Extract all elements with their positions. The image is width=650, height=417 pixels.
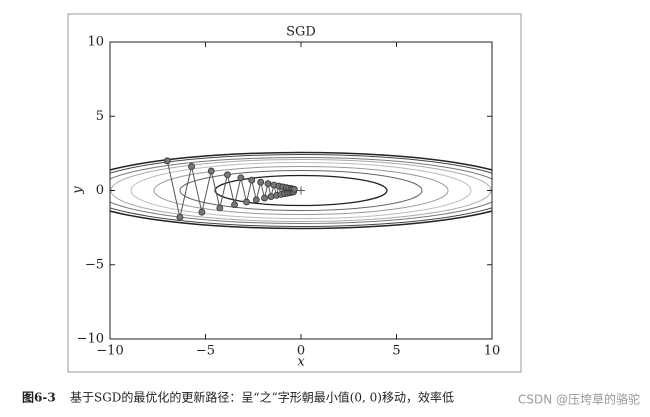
watermark: CSDN @压垮草的骆驼: [518, 392, 640, 407]
figure-frame: [67, 13, 522, 373]
contour: [179, 170, 423, 211]
contour: [214, 174, 388, 207]
x-tick-label: −5: [196, 344, 215, 359]
x-tick-label: −10: [96, 344, 123, 359]
contour: [153, 166, 449, 215]
sgd-point: [261, 194, 268, 202]
contour: [110, 151, 492, 230]
sgd-point: [237, 174, 245, 182]
sgd-point: [176, 213, 184, 221]
y-tick-label: 5: [96, 109, 104, 124]
y-axis-label: y: [71, 186, 86, 195]
sgd-point: [252, 196, 260, 204]
contour: [110, 154, 492, 227]
sgd-point: [243, 198, 250, 206]
figure-label: 图6-3: [22, 391, 56, 405]
sgd-point: [188, 163, 195, 170]
sgd-point: [224, 171, 231, 179]
minimum-marker: [297, 186, 305, 195]
sgd-point: [207, 167, 215, 175]
x-tick-label: 10: [484, 344, 501, 359]
contour: [130, 162, 472, 219]
y-tick-label: −10: [77, 332, 104, 347]
sgd-point: [231, 201, 238, 209]
contours: [110, 151, 492, 230]
sgd-point: [257, 178, 265, 186]
x-axis-label: x: [297, 355, 305, 370]
y-tick-label: −5: [85, 257, 104, 272]
sgd-point: [248, 176, 256, 184]
x-tick-label: 5: [392, 344, 400, 359]
caption: 基于SGD的最优化的更新路径：呈“之”字形朝最小值(0, 0)移动，效率低: [70, 390, 454, 405]
sgd-point: [264, 180, 272, 188]
sgd-point: [163, 157, 171, 165]
y-tick-label: 0: [96, 183, 104, 198]
y-tick-label: 10: [87, 35, 104, 50]
contour: [110, 157, 492, 224]
sgd-point: [267, 193, 275, 200]
sgd-point: [216, 204, 224, 212]
x-tick-label: 0: [297, 344, 305, 359]
chart-title: SGD: [286, 25, 316, 40]
sgd-point: [198, 208, 206, 216]
sgd-point: [290, 185, 298, 193]
